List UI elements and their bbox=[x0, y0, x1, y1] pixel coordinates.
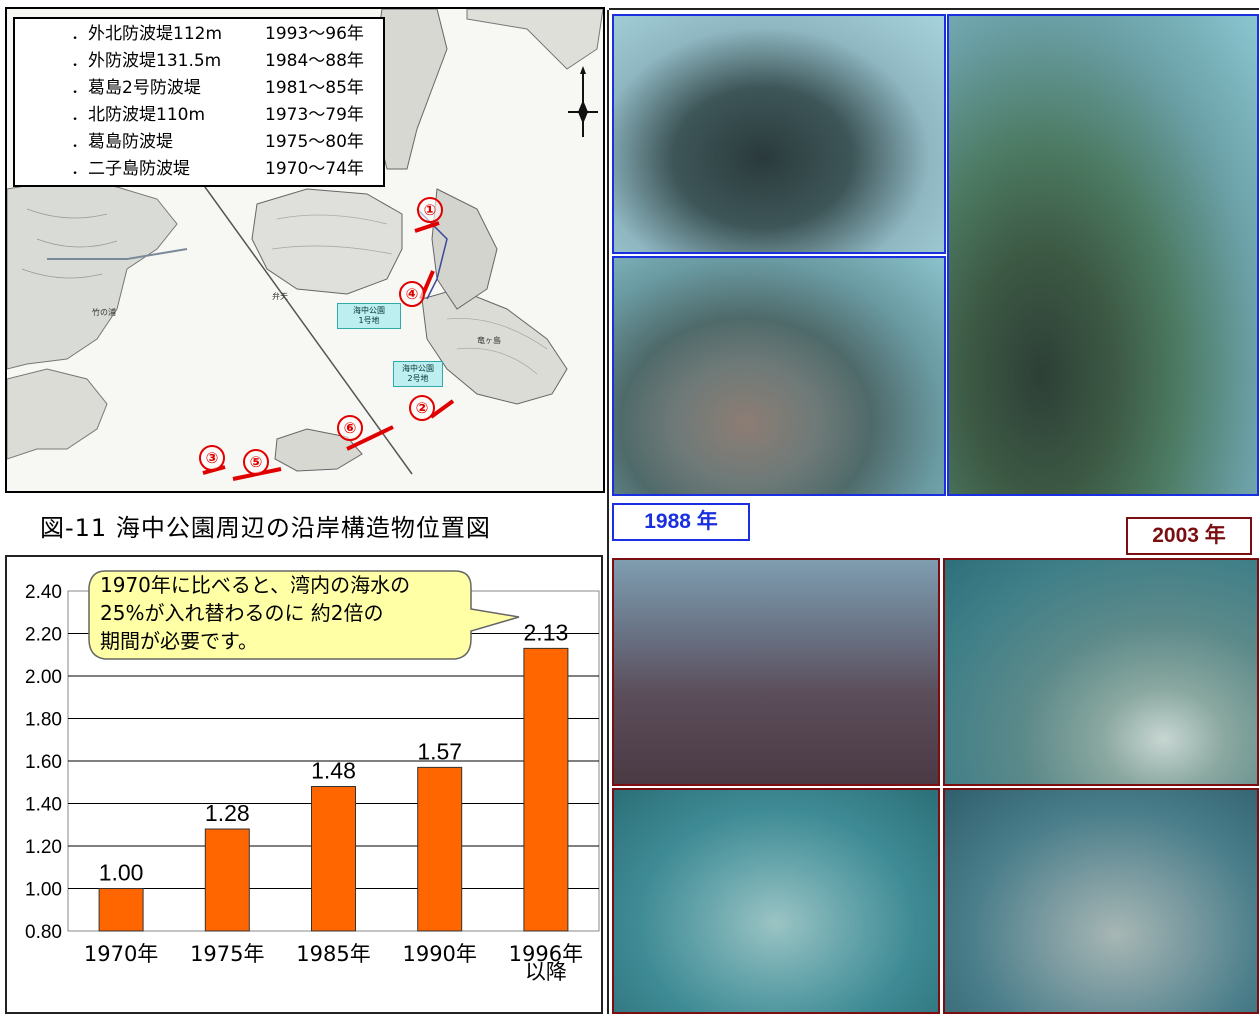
legend-row: ．北防波堤110m 1973～79年 bbox=[15, 102, 383, 128]
y-tick-label: 2.40 bbox=[25, 582, 62, 603]
bar bbox=[204, 828, 250, 932]
coral-photo-1988-c bbox=[947, 14, 1259, 496]
bar bbox=[98, 888, 144, 932]
legend-years: 1981～85年 bbox=[265, 78, 364, 98]
legend-row: ．葛島2号防波堤 1981～85年 bbox=[15, 75, 383, 101]
coral-photo-2003-d bbox=[943, 788, 1259, 1014]
bar-chart: 2.40 2.20 2.00 1.80 1.60 1.40 1.20 1.00 0.80 197… bbox=[25, 570, 600, 984]
x-tick-label: 1990年 bbox=[402, 942, 476, 966]
legend-name: ．二子島防波堤 bbox=[71, 159, 190, 179]
value-labels: 1.00 1.28 1.48 1.57 2.13 bbox=[99, 619, 569, 885]
y-tick-label: 1.40 bbox=[25, 795, 62, 816]
coral-photo-2003-b bbox=[943, 558, 1259, 786]
x-tick-label: 以降 bbox=[525, 960, 567, 984]
value-label: 1.28 bbox=[205, 800, 250, 826]
bar bbox=[523, 647, 569, 932]
year-label-2003: 2003 年 bbox=[1126, 517, 1252, 555]
coral-photo-1988-b bbox=[612, 256, 946, 496]
y-tick-label: 1.00 bbox=[25, 880, 62, 901]
coral-photo-2003-c bbox=[612, 788, 940, 1014]
site-marker-1: ① bbox=[417, 197, 443, 223]
site-marker-4: ④ bbox=[399, 281, 425, 307]
legend-name: ．外防波堤131.5m bbox=[71, 51, 222, 71]
legend-row: ．外防波堤131.5m 1984～88年 bbox=[15, 48, 383, 74]
legend-name: ．葛島防波堤 bbox=[71, 132, 173, 152]
y-tick-label: 2.20 bbox=[25, 625, 62, 646]
site-marker-5: ⑤ bbox=[243, 449, 269, 475]
callout-line: 期間が必要です。 bbox=[100, 629, 258, 653]
callout-text: 1970年に比べると、湾内の海水の 25%が入れ替わるのに 約2倍の 期間が必要… bbox=[100, 571, 480, 655]
bar bbox=[311, 786, 356, 932]
x-tick-label: 1996年 bbox=[509, 942, 583, 966]
x-tick-label: 1975年 bbox=[190, 942, 264, 966]
legend-years: 1993～96年 bbox=[265, 24, 364, 44]
y-tick-label: 2.00 bbox=[25, 667, 62, 688]
legend-row: ．葛島防波堤 1975～80年 bbox=[15, 129, 383, 155]
coastal-structure-map: ① ② ③ ④ ⑤ ⑥ 海中公園 1号地 海中公園 2号地 竜ヶ島 竹の浦 弁天… bbox=[5, 7, 605, 493]
breakwater-legend: ．外北防波堤112m 1993～96年 ．外防波堤131.5m 1984～88年… bbox=[13, 17, 385, 187]
legend-row: ．外北防波堤112m 1993～96年 bbox=[15, 21, 383, 47]
year-label-1988: 1988 年 bbox=[612, 503, 750, 541]
callout-line: 25%が入れ替わるのに 約2倍の bbox=[100, 601, 384, 625]
value-label: 1.48 bbox=[311, 758, 356, 784]
island-label: 竜ヶ島 bbox=[477, 336, 501, 345]
bar-chart-frame: 2.40 2.20 2.00 1.80 1.60 1.40 1.20 1.00 0.80 197… bbox=[5, 555, 603, 1014]
x-tick-label: 1970年 bbox=[84, 942, 158, 966]
coral-photo-1988-a bbox=[612, 14, 946, 254]
town-label: 竹の浦 bbox=[92, 308, 116, 317]
map-caption: 図-11 海中公園周辺の沿岸構造物位置図 bbox=[40, 514, 491, 542]
callout-line: 1970年に比べると、湾内の海水の bbox=[100, 573, 411, 597]
coral-photo-2003-a bbox=[612, 558, 940, 786]
site-marker-6: ⑥ bbox=[337, 415, 363, 441]
marine-park-1-label: 海中公園 1号地 bbox=[337, 303, 401, 329]
legend-years: 1984～88年 bbox=[265, 51, 364, 71]
shore-label: 弁天 bbox=[272, 292, 288, 301]
y-tick-label: 1.20 bbox=[25, 837, 62, 858]
legend-name: ．北防波堤110m bbox=[71, 105, 206, 125]
legend-name: ．葛島2号防波堤 bbox=[71, 78, 201, 98]
legend-years: 1973～79年 bbox=[265, 105, 364, 125]
legend-years: 1975～80年 bbox=[265, 132, 364, 152]
legend-name: ．外北防波堤112m bbox=[71, 24, 223, 44]
site-marker-3: ③ bbox=[199, 445, 225, 471]
y-tick-label: 0.80 bbox=[25, 922, 62, 943]
bars bbox=[98, 647, 569, 932]
value-label: 1.00 bbox=[99, 860, 144, 886]
callout-bubble bbox=[88, 570, 520, 660]
x-tick-label: 1985年 bbox=[296, 942, 370, 966]
y-tick-label: 1.80 bbox=[25, 710, 62, 731]
legend-years: 1970～74年 bbox=[265, 159, 364, 179]
y-ticks: 2.40 2.20 2.00 1.80 1.60 1.40 1.20 1.00 0.80 bbox=[25, 582, 62, 943]
bar bbox=[417, 766, 463, 932]
marine-park-2-label: 海中公園 2号地 bbox=[393, 361, 443, 387]
site-marker-2: ② bbox=[409, 395, 435, 421]
value-label: 1.57 bbox=[417, 738, 462, 764]
top-divider bbox=[609, 8, 1259, 10]
value-label: 2.13 bbox=[524, 619, 569, 645]
y-tick-label: 1.60 bbox=[25, 752, 62, 773]
legend-row: ．二子島防波堤 1970～74年 bbox=[15, 156, 383, 182]
vertical-divider bbox=[607, 10, 609, 1014]
